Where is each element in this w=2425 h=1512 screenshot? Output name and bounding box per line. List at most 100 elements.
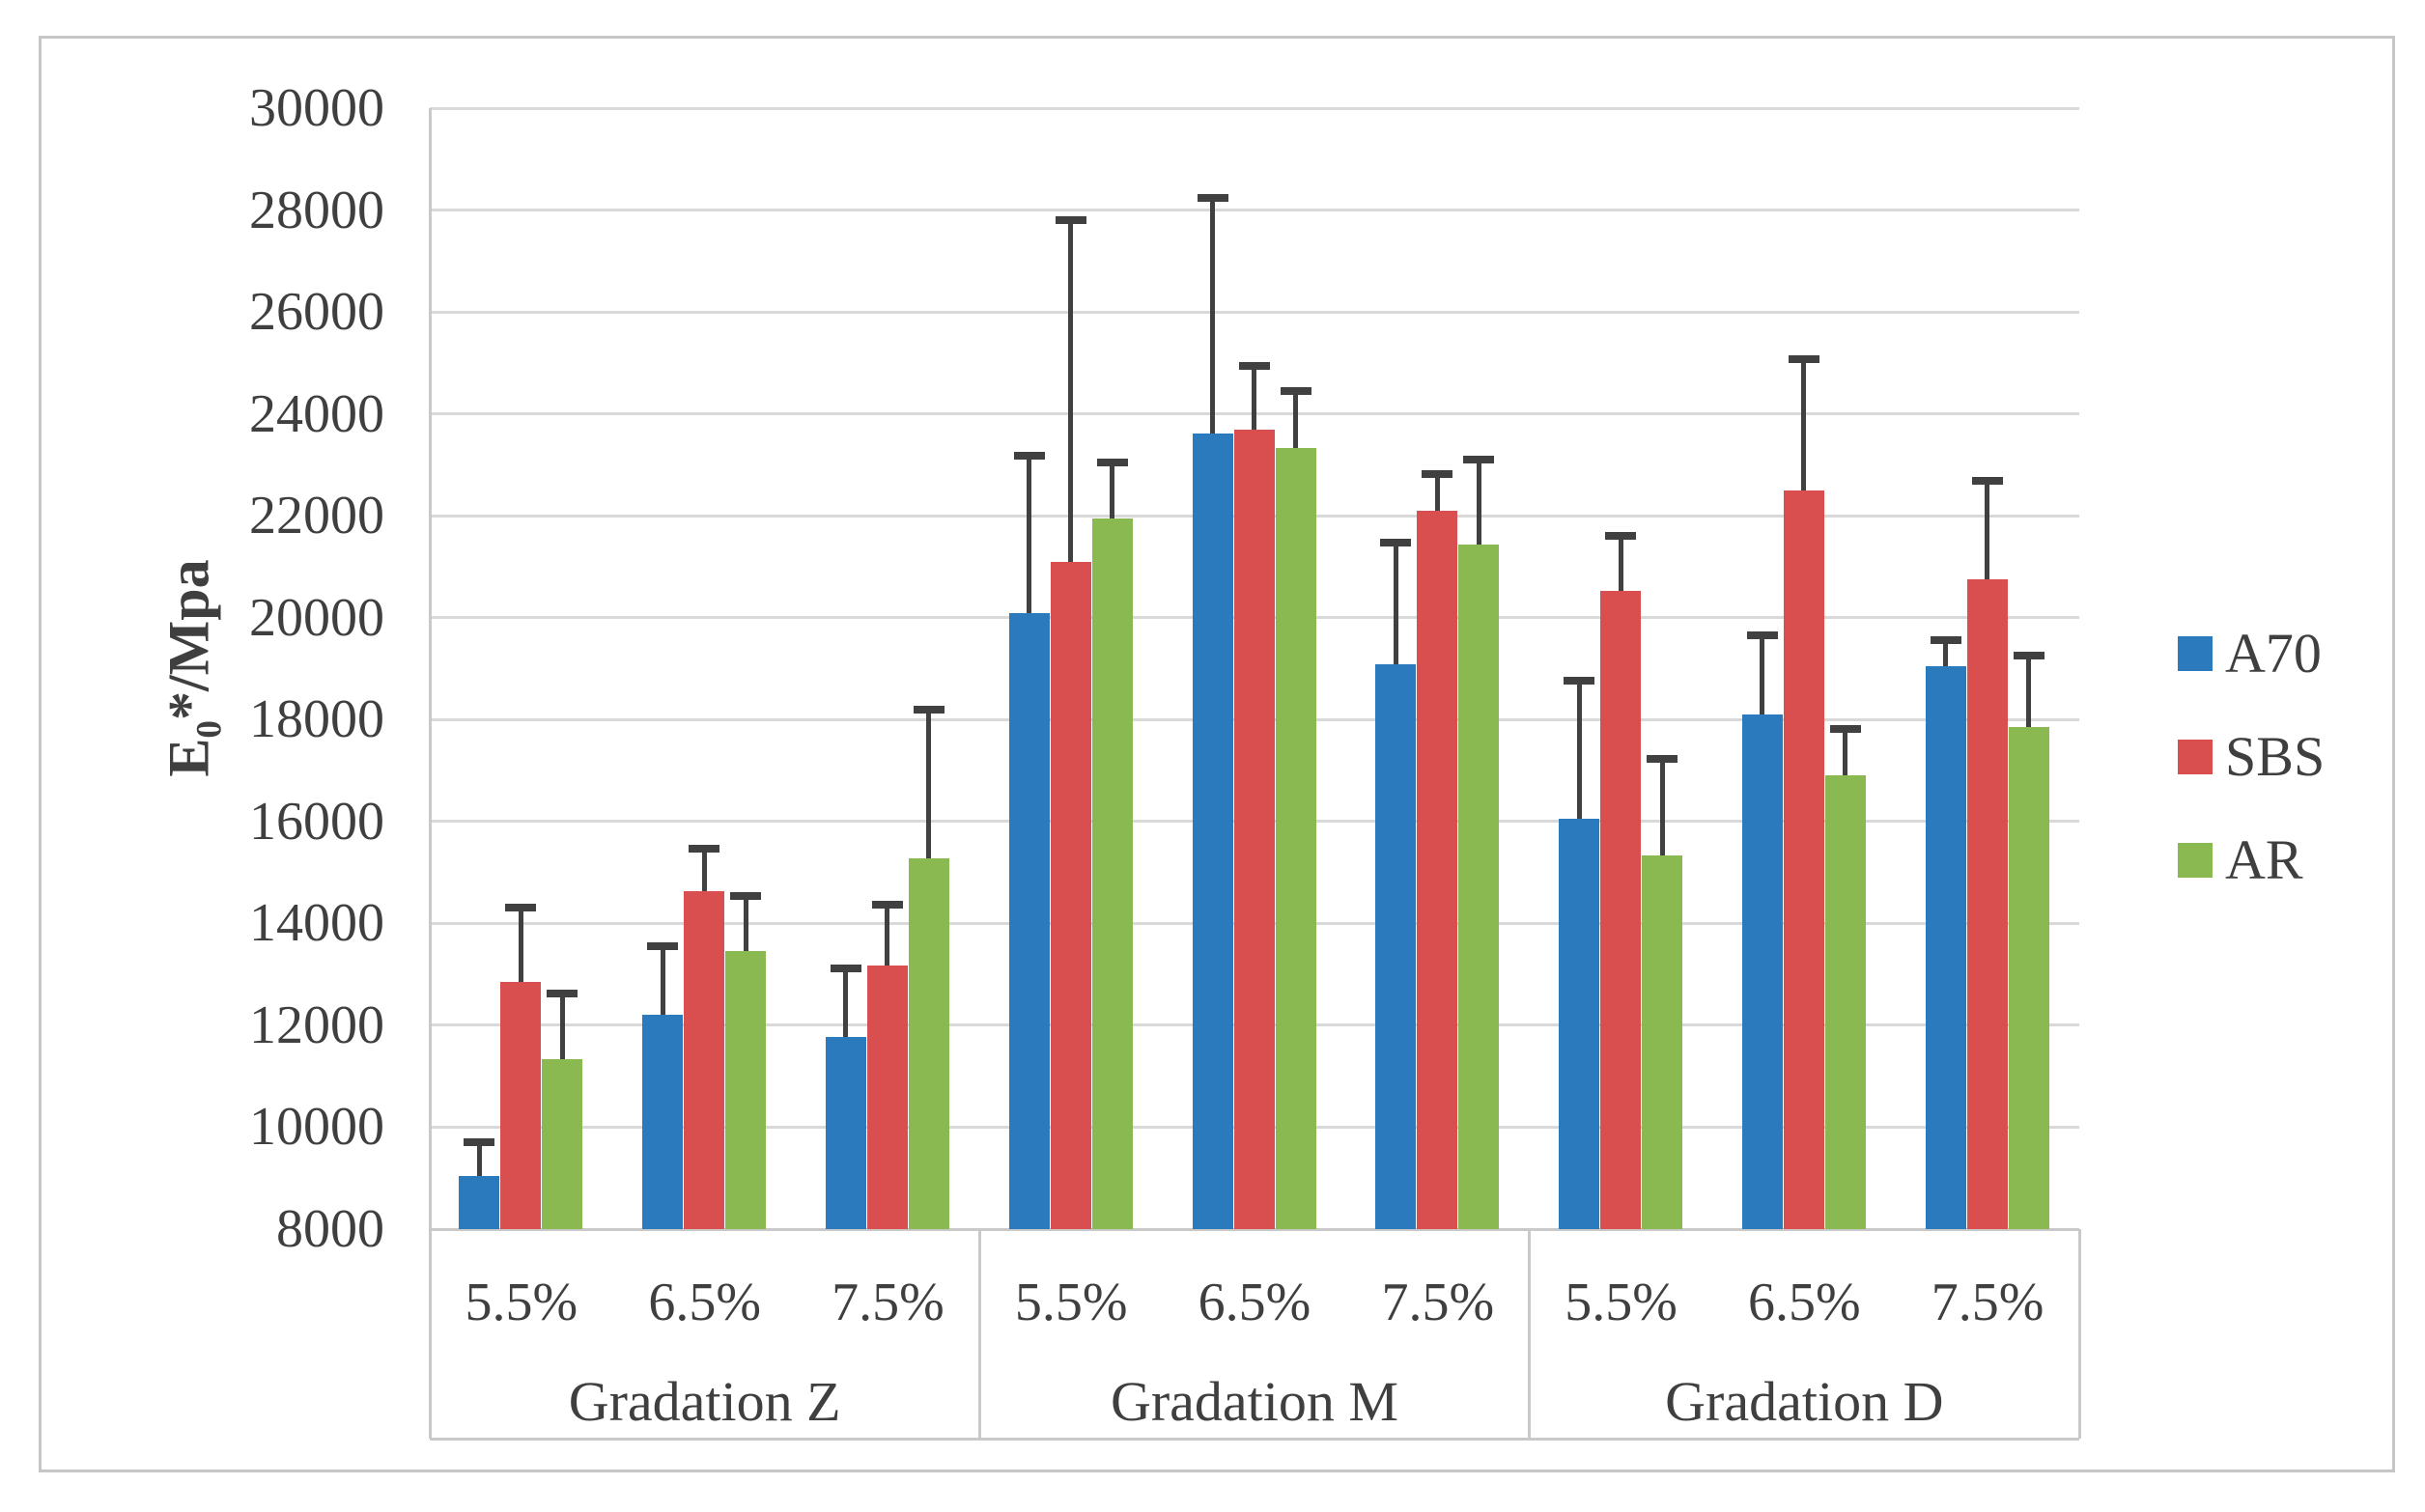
group-label: Gradation Z <box>568 1370 841 1433</box>
bar-a70-m-6.5 <box>1192 434 1233 1229</box>
error-bar-cap <box>1013 452 1045 461</box>
error-bar-line <box>1801 358 1807 491</box>
error-bar-cap <box>505 904 537 911</box>
error-bar-line <box>1760 634 1765 714</box>
category-label: 6.5% <box>648 1273 761 1332</box>
bar-a70-z-7.5 <box>825 1036 866 1229</box>
error-bar-cap <box>1055 216 1086 225</box>
y-tick-label: 14000 <box>249 893 384 954</box>
error-bar-cap <box>1788 354 1819 363</box>
bar-sbs-d-6.5 <box>1783 490 1824 1229</box>
error-bar-cap <box>647 941 679 950</box>
error-bar-line <box>885 904 890 966</box>
bar-a70-z-5.5 <box>459 1175 500 1229</box>
y-tick-label: 22000 <box>249 486 384 546</box>
error-bar-line <box>1659 759 1665 856</box>
error-bar-cap <box>871 900 903 909</box>
error-bar-line <box>1027 456 1032 613</box>
error-bar-cap <box>1647 755 1678 764</box>
error-bar-line <box>1434 474 1440 511</box>
category-label: 5.5% <box>465 1273 578 1332</box>
error-bar-cap <box>1564 676 1595 685</box>
category-label: 5.5% <box>1565 1273 1678 1332</box>
error-bar-cap <box>547 989 578 997</box>
error-bar-cap <box>913 706 945 714</box>
category-label: 7.5% <box>1931 1273 2044 1332</box>
bar-sbs-z-5.5 <box>500 982 542 1229</box>
y-tick-label: 18000 <box>249 689 384 750</box>
error-bar-cap <box>1971 477 2003 486</box>
error-bar-line <box>1943 640 1949 666</box>
gridline <box>430 106 2079 110</box>
legend-swatch-a70 <box>2178 636 2213 671</box>
category-label: 6.5% <box>1198 1273 1311 1332</box>
y-tick-label: 28000 <box>249 180 384 240</box>
x-axis-baseline <box>430 1227 2079 1231</box>
error-bar-line <box>559 993 565 1060</box>
category-box-divider <box>428 1229 432 1439</box>
error-bar-cap <box>1096 459 1128 467</box>
y-tick-label: 20000 <box>249 587 384 648</box>
bar-ar-d-5.5 <box>1642 855 1683 1229</box>
category-box-bottom <box>430 1437 2079 1441</box>
error-bar-cap <box>2013 652 2044 660</box>
legend-swatch-ar <box>2178 843 2213 878</box>
gridline <box>430 310 2079 314</box>
legend-label-sbs: SBS <box>2225 725 2326 788</box>
error-bar-line <box>743 896 748 951</box>
y-tick-label: 30000 <box>249 78 384 138</box>
error-bar-line <box>1618 535 1623 592</box>
bar-sbs-m-5.5 <box>1050 561 1091 1229</box>
error-bar-line <box>2026 656 2032 728</box>
category-label: 7.5% <box>1381 1273 1495 1332</box>
bar-a70-m-5.5 <box>1008 612 1050 1229</box>
error-bar-cap <box>1380 539 1412 547</box>
bar-ar-m-6.5 <box>1275 447 1316 1229</box>
category-box-divider <box>1528 1229 1532 1439</box>
y-tick-label: 12000 <box>249 994 384 1055</box>
bar-ar-z-5.5 <box>542 1059 583 1229</box>
y-tick-label: 16000 <box>249 791 384 852</box>
error-bar-line <box>701 848 707 892</box>
bar-a70-z-6.5 <box>642 1015 684 1229</box>
error-bar-cap <box>1829 725 1861 734</box>
bar-sbs-z-7.5 <box>866 966 908 1229</box>
bar-sbs-d-5.5 <box>1600 591 1642 1229</box>
error-bar-cap <box>1463 456 1495 464</box>
error-bar-cap <box>464 1137 495 1146</box>
bar-ar-m-5.5 <box>1091 518 1133 1229</box>
error-bar-line <box>926 710 932 858</box>
error-bar-line <box>1068 220 1074 562</box>
group-label: Gradation D <box>1665 1370 1944 1433</box>
error-bar-line <box>518 908 523 983</box>
category-label: 7.5% <box>832 1273 945 1332</box>
error-bar-line <box>1110 462 1115 519</box>
bar-sbs-m-6.5 <box>1233 429 1275 1229</box>
error-bar-cap <box>1280 386 1311 395</box>
bar-sbs-z-6.5 <box>684 891 725 1229</box>
bar-sbs-m-7.5 <box>1417 510 1458 1229</box>
error-bar-line <box>1210 197 1215 434</box>
bar-ar-z-7.5 <box>908 857 949 1229</box>
legend-label-a70: A70 <box>2225 622 2322 685</box>
error-bar-line <box>1293 390 1298 448</box>
y-axis-line <box>428 108 432 1439</box>
error-bar-line <box>1576 680 1582 820</box>
legend-swatch-sbs <box>2178 740 2213 774</box>
error-bar-cap <box>730 892 762 901</box>
error-bar-cap <box>1197 193 1228 202</box>
category-box-divider <box>977 1229 981 1439</box>
bar-ar-z-6.5 <box>725 950 767 1229</box>
group-label: Gradation M <box>1110 1370 1398 1433</box>
error-bar-line <box>1252 366 1256 430</box>
bar-a70-d-6.5 <box>1741 714 1783 1229</box>
error-bar-cap <box>1238 362 1270 371</box>
error-bar-cap <box>830 965 861 973</box>
bar-a70-d-5.5 <box>1559 819 1600 1229</box>
y-tick-label: 26000 <box>249 282 384 343</box>
category-box-divider <box>2077 1229 2081 1439</box>
error-bar-cap <box>1930 636 1961 645</box>
bar-ar-d-6.5 <box>1824 775 1866 1229</box>
y-tick-label: 24000 <box>249 383 384 444</box>
